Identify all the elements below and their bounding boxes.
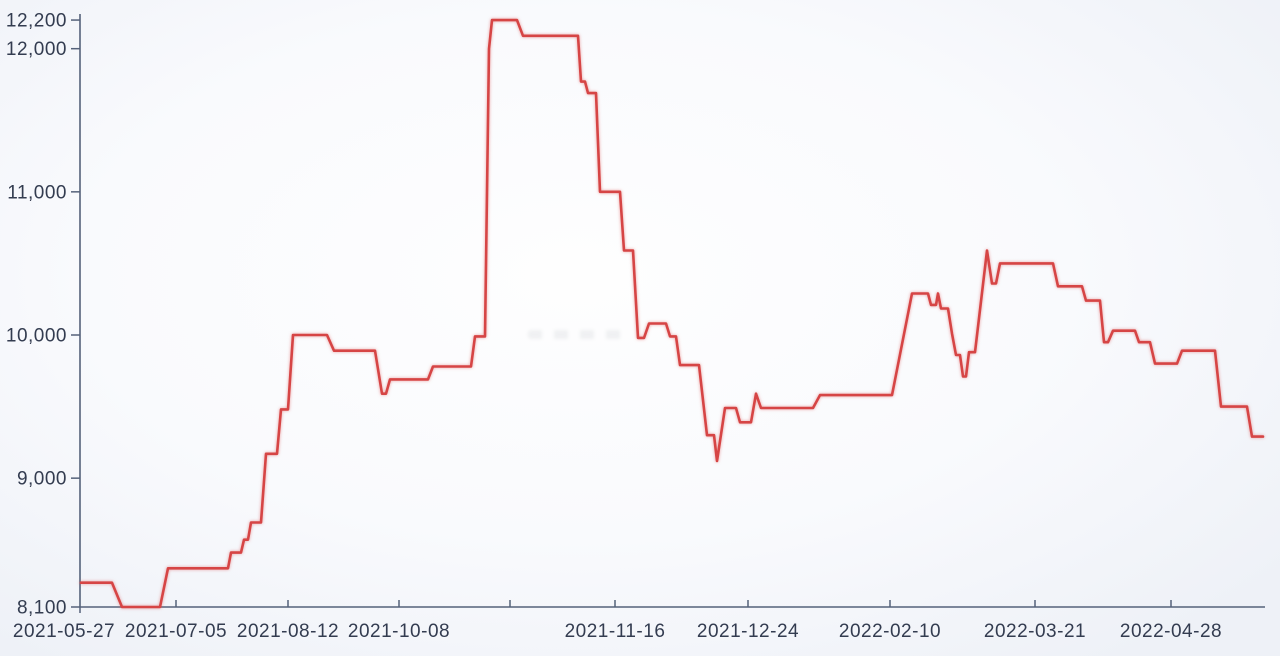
- x-axis-ticks: 2021-05-27 2021-07-05 2021-08-12 2021-10-08…: [13, 600, 1222, 642]
- x-axis-label: 2021-10-08: [348, 621, 450, 642]
- price-series-line: [79, 18, 1265, 609]
- x-axis-label: 2021-12-24: [697, 621, 799, 642]
- x-axis-label: 2022-02-10: [839, 621, 941, 642]
- x-axis-label: 2022-03-21: [984, 621, 1086, 642]
- y-axis-label: 10,000: [6, 326, 67, 347]
- y-axis-label: 9,000: [17, 469, 67, 490]
- y-axis-label: 8,100: [17, 598, 67, 619]
- axes: [79, 14, 1265, 613]
- x-axis-label: 2021-08-12: [237, 621, 339, 642]
- y-axis-label: 12,000: [6, 39, 67, 60]
- x-axis-label: 2022-04-28: [1120, 621, 1222, 642]
- x-axis-label: 2021-07-05: [125, 621, 227, 642]
- y-axis-label: 12,200: [6, 11, 67, 32]
- x-axis-label: 2021-05-27: [13, 621, 115, 642]
- y-axis-ticks: 12,200 12,000 11,000 10,000 9,000 8,100: [6, 11, 80, 619]
- x-axis-label: 2021-11-16: [565, 621, 666, 642]
- y-axis-label: 11,000: [7, 182, 67, 203]
